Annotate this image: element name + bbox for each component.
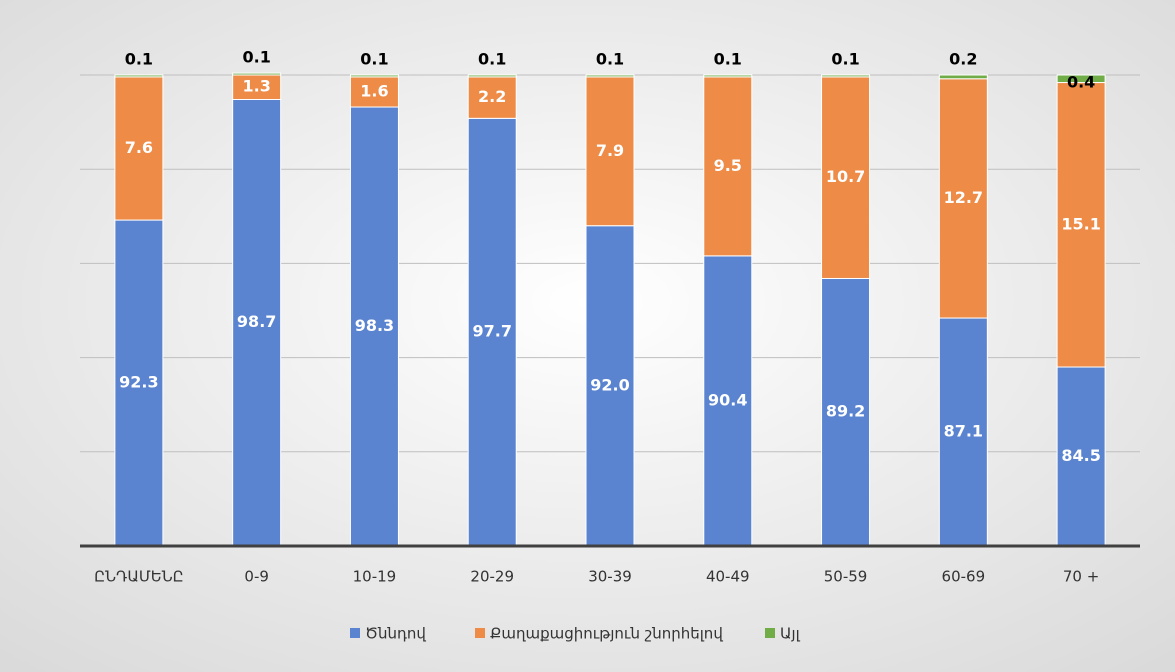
bar-segment: [232, 98, 282, 547]
data-label: 90.4: [708, 390, 747, 409]
bar-segment: [585, 76, 635, 227]
x-tick-label: 30-39: [588, 568, 632, 586]
bar-segment: [938, 74, 988, 80]
x-tick-label: 10-19: [353, 568, 397, 586]
x-tick-label: ԸՆԴԱՄԵՆԸ: [94, 568, 183, 586]
bar-segment: [467, 74, 517, 78]
data-label: 0.1: [360, 50, 388, 69]
bar-segment: [1056, 82, 1106, 368]
x-tick-label: 0-9: [244, 568, 269, 586]
bar-segment: [938, 317, 988, 547]
data-label: 1.6: [360, 81, 388, 100]
x-tick-label: 60-69: [942, 568, 986, 586]
bar-segment: [703, 76, 753, 257]
data-label: 0.1: [831, 50, 859, 69]
data-label: 15.1: [1061, 214, 1100, 233]
bar-segment: [114, 74, 164, 78]
x-tick-label: 40-49: [706, 568, 750, 586]
bar-segment: [1056, 74, 1106, 84]
data-label: 7.6: [125, 138, 153, 157]
bar-segment: [585, 74, 635, 78]
data-label: 9.5: [714, 156, 742, 175]
data-label: 7.9: [596, 141, 624, 160]
x-tick-label: 20-29: [470, 568, 514, 586]
legend-label: Այլ: [780, 625, 801, 643]
data-label: 10.7: [826, 167, 865, 186]
data-label: 0.1: [242, 48, 270, 67]
legend-label: Ծննդով: [365, 625, 426, 643]
bar-segment: [467, 76, 517, 119]
data-label: 92.3: [119, 373, 158, 392]
data-label: 92.0: [590, 375, 629, 394]
data-label: 89.2: [826, 402, 865, 421]
data-label: 0.4: [1067, 73, 1095, 92]
x-tick-label: 70 +: [1063, 568, 1099, 586]
bar-segment: [114, 76, 164, 221]
data-label: 87.1: [944, 422, 983, 441]
data-label: 0.1: [478, 50, 506, 69]
bar-segment: [114, 219, 164, 547]
data-label: 97.7: [472, 322, 511, 341]
bar-segment: [349, 74, 399, 78]
bar-segment: [1056, 366, 1106, 547]
data-label: 0.1: [596, 50, 624, 69]
data-label: 0.1: [125, 50, 153, 69]
data-label: 98.7: [237, 312, 276, 331]
bar-segment: [821, 74, 871, 78]
legend-swatch: [765, 628, 775, 638]
data-label: 0.1: [714, 50, 742, 69]
bar-segment: [703, 74, 753, 78]
legend-swatch: [475, 628, 485, 638]
data-label: 98.3: [355, 316, 394, 335]
data-label: 1.3: [242, 77, 270, 96]
legend-label: Քաղաքացիություն շնորհելով: [490, 625, 723, 643]
x-tick-label: 50-59: [824, 568, 868, 586]
bar-segment: [703, 255, 753, 547]
bar-segment: [349, 106, 399, 547]
data-label: 2.2: [478, 87, 506, 106]
legend-swatch: [350, 628, 360, 638]
data-label: 12.7: [944, 188, 983, 207]
bar-segment: [232, 72, 282, 76]
data-label: 84.5: [1061, 446, 1100, 465]
data-label: 0.2: [949, 50, 977, 69]
